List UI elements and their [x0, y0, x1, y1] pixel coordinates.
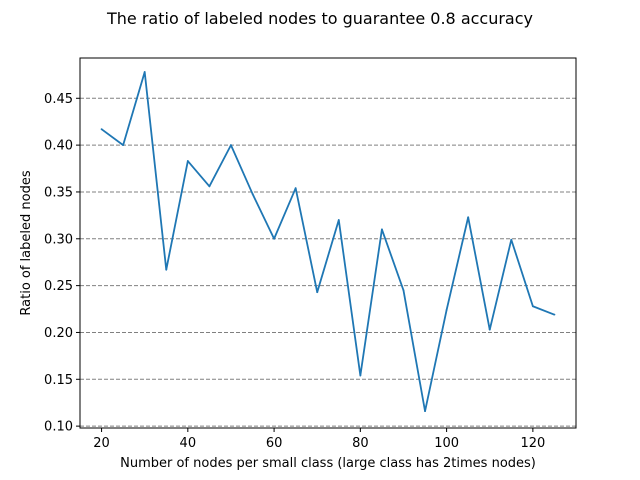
x-axis: 20 40 60 80 100 120 — [93, 428, 545, 451]
data-point — [273, 237, 275, 240]
y-tick-label: 0.35 — [44, 185, 73, 200]
data-point — [230, 144, 232, 147]
y-tick-label: 0.10 — [44, 420, 73, 435]
series-layer — [100, 71, 556, 413]
data-point — [143, 71, 146, 73]
x-tick-label: 120 — [520, 436, 545, 451]
data-point — [402, 289, 405, 292]
data-point — [467, 216, 470, 219]
data-point — [100, 128, 103, 131]
data-point — [510, 238, 513, 241]
data-point — [294, 187, 297, 190]
data-point — [316, 291, 319, 294]
series-line — [101, 71, 555, 413]
data-point — [424, 410, 426, 413]
x-axis-label: Number of nodes per small class (large c… — [120, 456, 536, 471]
data-point — [381, 228, 383, 231]
data-point — [208, 185, 211, 188]
y-tick-label: 0.45 — [44, 92, 73, 107]
chart-title: The ratio of labeled nodes to guarantee … — [106, 9, 533, 28]
y-tick-label: 0.25 — [44, 279, 73, 294]
plot-frame — [79, 57, 577, 429]
y-tick-label: 0.40 — [44, 139, 73, 154]
data-point — [445, 309, 448, 311]
grid-layer — [80, 97, 576, 427]
data-point — [122, 144, 125, 147]
data-point — [186, 160, 189, 162]
data-point — [531, 305, 534, 308]
y-axis-label: Ratio of labeled nodes — [19, 170, 34, 315]
data-point — [488, 328, 491, 331]
y-tick-label: 0.20 — [44, 326, 73, 341]
y-tick-label: 0.15 — [44, 373, 73, 388]
x-tick-label: 60 — [266, 436, 283, 451]
y-axis: 0.10 0.15 0.20 0.25 0.30 0.35 0.40 0.45 — [44, 92, 80, 435]
data-point — [251, 192, 254, 195]
data-point — [553, 313, 556, 316]
x-tick-label: 40 — [180, 436, 197, 451]
x-tick-label: 80 — [352, 436, 369, 451]
x-tick-label: 20 — [93, 436, 110, 451]
data-point — [165, 268, 168, 271]
x-tick-label: 100 — [434, 436, 459, 451]
data-point — [359, 374, 362, 377]
y-tick-label: 0.30 — [44, 232, 73, 247]
data-point — [337, 219, 340, 221]
